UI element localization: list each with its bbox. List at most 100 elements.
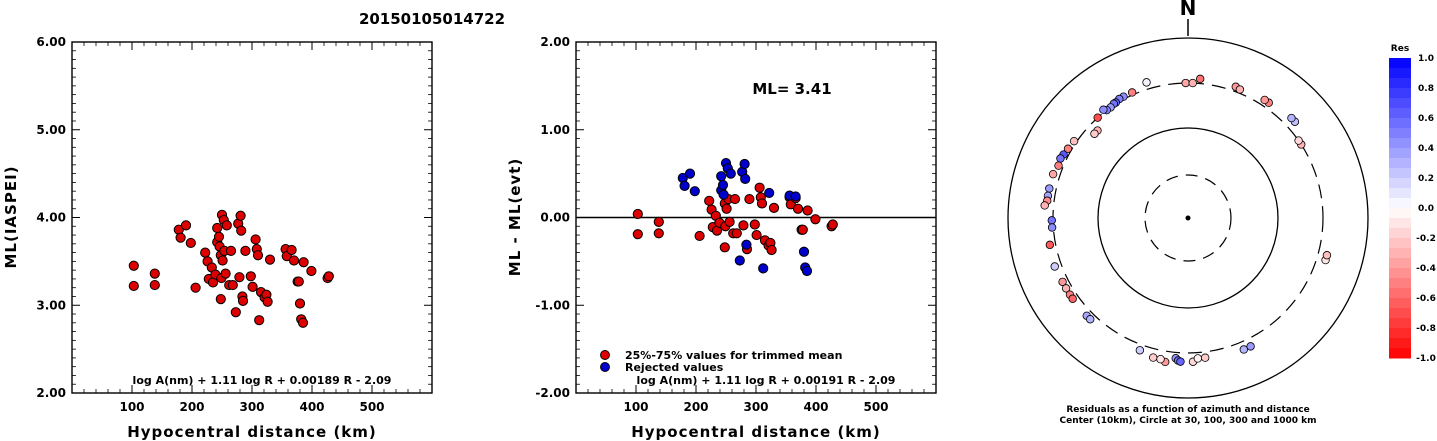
residual-point-blue <box>801 265 813 277</box>
colorbar-band <box>1389 168 1411 179</box>
magnitude-point-red <box>294 298 306 309</box>
residual-point-blue <box>717 179 729 191</box>
magnitude-point-red <box>245 271 256 282</box>
colorbar-ticks: 1.0 0.8 0.6 0.4 0.2 0.0 -0.2 -0.4 -0.6 -0.8 -1.0 <box>1416 54 1436 364</box>
residual-xtick-label: 100 <box>623 400 648 414</box>
colorbar-band <box>1389 148 1411 159</box>
colorbar-tick-label: -0.2 <box>1416 234 1436 244</box>
colorbar-band <box>1389 128 1411 139</box>
ring-30km <box>1144 174 1232 262</box>
magnitude-point-red <box>286 244 297 256</box>
residual-point-blue <box>718 189 729 200</box>
magnitude-point-red <box>213 231 225 242</box>
azimuth-point <box>1195 74 1205 84</box>
azimuth-point <box>1188 78 1197 88</box>
legend-marker-rejected <box>600 362 610 372</box>
colorbar-band <box>1389 198 1411 209</box>
residual-point-blue <box>798 246 810 257</box>
magnitude-point-red <box>288 255 300 266</box>
colorbar-tick-label: 0.8 <box>1418 84 1434 94</box>
azimuth-point <box>1260 95 1269 105</box>
azimuth-point <box>1246 342 1255 351</box>
residual-ytick-label: -1.00 <box>535 298 570 312</box>
azimuth-point <box>1050 262 1059 271</box>
azimuth-point <box>1149 353 1158 362</box>
colorbar-band <box>1389 118 1411 129</box>
magnitude-xtick-label: 100 <box>119 400 144 414</box>
magnitude-plot-frame <box>71 41 433 394</box>
figure-title: 20150105014722 <box>359 10 505 28</box>
residual-ticks: -2.00 -1.00 0.00 1.00 2.00 100 200 300 400 500 <box>535 35 936 414</box>
residual-point-blue <box>734 255 745 266</box>
residual-point-blue <box>725 168 736 179</box>
colorbar-band <box>1389 328 1411 339</box>
colorbar-band <box>1389 258 1411 269</box>
azimuth-point <box>1086 315 1095 324</box>
colorbar-band <box>1389 158 1411 169</box>
residual-point-blue <box>689 186 700 197</box>
magnitude-xtick-label: 200 <box>179 400 204 414</box>
colorbar-band <box>1389 138 1411 149</box>
azimuth-point <box>1061 284 1071 293</box>
residual-xtick-label: 200 <box>683 400 708 414</box>
azimuth-point <box>1058 277 1067 287</box>
residual-point-blue <box>758 263 769 274</box>
residual-point-red <box>754 182 765 193</box>
azimuth-point <box>1200 353 1210 362</box>
residual-point-red <box>694 230 705 242</box>
azimuth-point <box>1063 144 1073 153</box>
magnitude-point-red <box>128 280 139 292</box>
magnitude-xtick-label: 300 <box>239 400 264 414</box>
ring-100km <box>1097 127 1279 309</box>
colorbar-band <box>1389 68 1411 79</box>
magnitude-panel: 2.00 3.00 4.00 5.00 6.00 100 200 300 400 500 Hypo… <box>2 35 433 441</box>
residual-xtick-label: 300 <box>743 400 768 414</box>
colorbar-tick-label: 0.2 <box>1418 174 1434 184</box>
magnitude-point-red <box>227 279 238 291</box>
magnitude-point-red <box>297 317 309 328</box>
residual-point-red <box>632 208 643 220</box>
residual-point-red <box>724 216 735 227</box>
residual-point-red <box>827 219 838 230</box>
residual-xtick-label: 500 <box>863 400 888 414</box>
residual-point-red <box>797 224 808 235</box>
colorbar-band <box>1389 178 1411 189</box>
residual-point-red <box>766 244 777 256</box>
magnitude-xtick-label: 400 <box>299 400 324 414</box>
magnitude-point-red <box>247 281 258 292</box>
azimuth-point <box>1045 184 1054 193</box>
magnitude-point-red <box>200 247 211 258</box>
magnitude-ytick-label: 6.00 <box>36 35 66 49</box>
magnitude-point-red <box>240 245 251 256</box>
colorbar-band <box>1389 88 1411 99</box>
residual-formula: log A(nm) + 1.11 log R + 0.00191 R - 2.0… <box>637 374 896 387</box>
polar-caption-line2: Center (10km), Circle at 30, 100, 300 an… <box>1060 416 1317 426</box>
azimuth-point <box>1135 346 1145 355</box>
magnitude-y-axis-label: ML(IASPEI) <box>2 165 20 268</box>
colorbar-band <box>1389 278 1411 289</box>
residual-points <box>632 157 838 277</box>
colorbar-tick-label: -0.4 <box>1416 264 1436 274</box>
residual-point-red <box>768 202 780 213</box>
colorbar-tick-label: 0.0 <box>1418 204 1434 214</box>
magnitude-point-red <box>237 295 249 306</box>
legend-label-accepted: 25%-75% values for trimmed mean <box>625 349 842 362</box>
residual-point-red <box>749 219 760 230</box>
colorbar-band <box>1389 298 1411 309</box>
azimuth-point <box>1093 113 1102 122</box>
magnitude-point-red <box>215 294 226 305</box>
colorbar-band <box>1389 78 1411 89</box>
residual-ytick-label: -2.00 <box>535 386 570 400</box>
residual-point-red <box>792 203 804 214</box>
epicenter-dot <box>1185 215 1191 221</box>
magnitude-point-red <box>190 282 201 293</box>
magnitude-point-red <box>236 225 247 236</box>
residual-xtick-label: 400 <box>803 400 828 414</box>
residual-point-blue <box>740 173 751 184</box>
residual-point-red <box>653 228 664 239</box>
colorbar-band <box>1389 58 1411 69</box>
magnitude-point-red <box>234 272 245 283</box>
colorbar-band <box>1389 188 1411 199</box>
magnitude-point-red <box>293 276 304 287</box>
magnitude-point-red <box>250 234 261 245</box>
